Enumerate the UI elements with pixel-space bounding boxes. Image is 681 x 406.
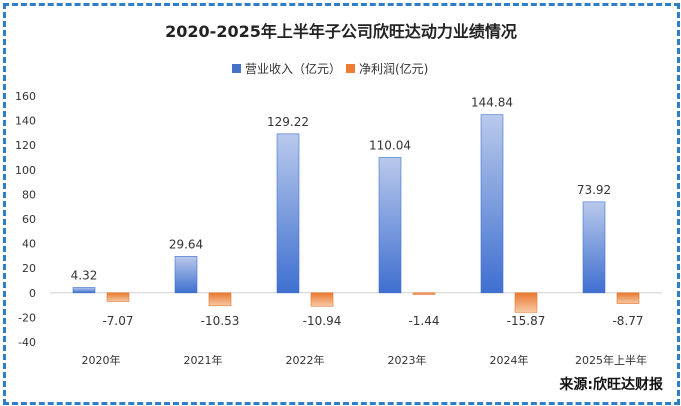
bar-chart: 2020-2025年上半年子公司欣旺达动力业绩情况 营业收入（亿元） 净利润(亿元… [15,22,662,367]
data-label: 144.84 [471,96,513,110]
data-label: -10.53 [201,314,240,328]
bar [276,133,300,294]
legend-swatch [346,64,355,73]
bar [514,292,538,313]
legend: 营业收入（亿元） 净利润(亿元) [232,61,428,76]
bar [480,114,504,294]
bar [582,201,606,294]
data-label: 73.92 [577,183,611,197]
data-label: -7.07 [102,314,133,328]
y-tick-label: 40 [22,238,36,251]
x-tick-label: 2024年 [490,353,529,367]
chart-frame: 2020-2025年上半年子公司欣旺达动力业绩情况 营业收入（亿元） 净利润(亿元… [3,3,680,405]
x-axis: 2020年 2021年 2022年 2023年 2024年 2025年上半年 [82,353,648,367]
data-label: -15.87 [507,314,546,328]
y-tick-label: 0 [29,287,36,300]
data-label: 29.64 [169,237,203,251]
x-tick-label: 2021年 [184,353,223,367]
data-label: -1.44 [408,314,439,328]
chart-title: 2020-2025年上半年子公司欣旺达动力业绩情况 [165,22,517,41]
x-tick-label: 2025年上半年 [575,353,647,367]
y-tick-label: 60 [22,213,36,226]
y-tick-label: 160 [15,90,36,103]
legend-label: 净利润(亿元) [359,61,428,76]
bar [310,292,334,307]
data-label: 110.04 [369,138,411,152]
data-label: 4.32 [71,268,98,282]
y-tick-label: 100 [15,164,36,177]
y-tick-label: 20 [22,262,36,275]
bar [72,287,96,294]
y-tick-label: 140 [15,115,36,128]
data-label: 129.22 [267,115,309,129]
bars: 4.32 -7.07 29.64 -10.53 129.22 -10.94 110.04 -1… [71,96,644,328]
x-tick-label: 2023年 [388,353,427,367]
source-note: 来源:欣旺达财报 [559,377,663,393]
y-tick-label: 120 [15,139,36,152]
x-tick-label: 2020年 [82,353,121,367]
y-tick-label: -40 [18,336,36,349]
bar [174,256,198,294]
y-tick-label: 80 [22,188,36,201]
legend-swatch [232,64,241,73]
bar [616,292,640,304]
bar [208,292,232,307]
bar [106,292,130,302]
x-tick-label: 2022年 [286,353,325,367]
legend-label: 营业收入（亿元） [245,61,341,76]
y-axis: -40 -20 0 20 40 60 80 100 120 140 160 [15,90,36,349]
bar [412,292,436,295]
y-tick-label: -20 [18,311,36,324]
data-label: -8.77 [612,314,643,328]
bar [378,157,402,294]
data-label: -10.94 [303,314,342,328]
